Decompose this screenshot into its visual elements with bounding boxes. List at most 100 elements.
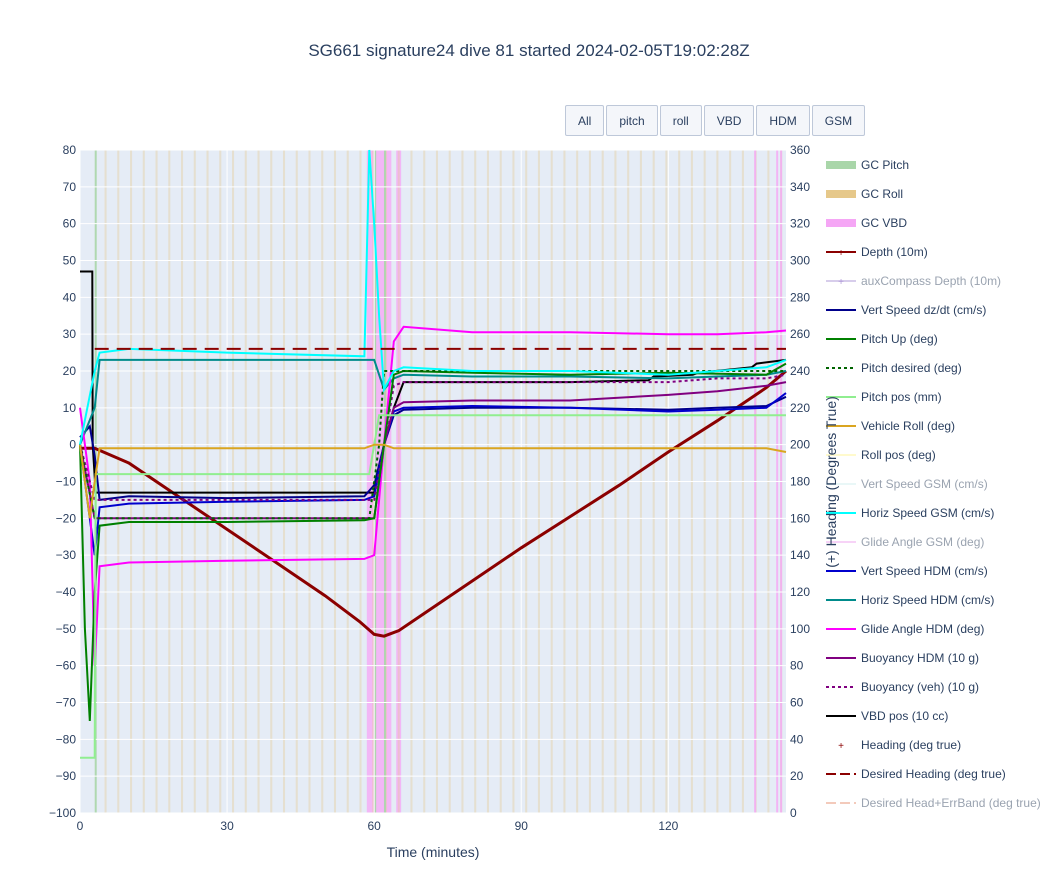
y-tick-label: −80: [56, 732, 77, 746]
y-tick-label: 60: [63, 217, 77, 231]
y-tick-label: −50: [56, 622, 77, 636]
legend-label: Vehicle Roll (deg): [861, 419, 955, 433]
legend-item: Vert Speed GSM (cm/s): [826, 477, 988, 491]
y-tick-label: 50: [63, 254, 77, 268]
legend-label: Buoyancy (veh) (10 g): [861, 680, 979, 694]
x-tick-label: 90: [515, 819, 529, 833]
y2-tick-label: 220: [790, 401, 810, 415]
y2-tick-label: 120: [790, 585, 810, 599]
y2-tick-label: 60: [790, 696, 804, 710]
legend-label: GC Roll: [861, 187, 903, 201]
legend-item: Desired Heading (deg true): [826, 767, 1006, 781]
y2-tick-label: 260: [790, 327, 810, 341]
legend-label: Vert Speed dz/dt (cm/s): [861, 303, 986, 317]
y-tick-label: −30: [56, 548, 77, 562]
y2-tick-label: 300: [790, 254, 810, 268]
legend-item: + Heading (deg true): [838, 738, 961, 752]
legend-label: Pitch pos (mm): [861, 390, 942, 404]
button-all[interactable]: All: [565, 105, 605, 136]
legend-label: Heading (deg true): [861, 738, 961, 752]
x-axis-label: Time (minutes): [387, 844, 480, 860]
y2-tick-label: 0: [790, 806, 797, 820]
button-gsm[interactable]: GSM: [811, 105, 866, 136]
legend-marker: +: [838, 277, 844, 288]
y2-tick-label: 180: [790, 475, 810, 489]
legend-label: Desired Heading (deg true): [861, 767, 1006, 781]
y-tick-label: −10: [56, 475, 77, 489]
y-tick-label: 40: [63, 290, 77, 304]
legend-swatch: +: [838, 741, 844, 752]
button-vbd[interactable]: VBD: [703, 105, 755, 136]
y2-tick-label: 240: [790, 364, 810, 378]
y-tick-label: 0: [69, 438, 76, 452]
legend-item: Pitch Up (deg): [826, 332, 938, 346]
button-roll[interactable]: roll: [659, 105, 702, 136]
legend-label: Vert Speed HDM (cm/s): [861, 564, 988, 578]
x-tick-label: 0: [77, 819, 84, 833]
legend-label: Horiz Speed GSM (cm/s): [861, 506, 994, 520]
y2-tick-label: 320: [790, 217, 810, 231]
legend-item: VBD pos (10 cc): [826, 709, 948, 723]
legend-item: Horiz Speed GSM (cm/s): [826, 506, 994, 520]
series-pitch-desired-deg: [79, 370, 786, 520]
button-group: All pitch roll VBD HDM GSM: [565, 105, 867, 136]
y-tick-label: 80: [63, 143, 77, 157]
y2-tick-label: 100: [790, 622, 810, 636]
legend-item: Vert Speed HDM (cm/s): [826, 564, 988, 578]
legend-item: Glide Angle HDM (deg): [826, 622, 984, 636]
legend-label: Buoyancy HDM (10 g): [861, 651, 979, 665]
y-tick-label: −100: [49, 806, 76, 820]
legend-label: GC Pitch: [861, 158, 909, 172]
y-tick-label: −70: [56, 696, 77, 710]
legend-item: + Depth (10m): [826, 245, 928, 259]
legend-item: Pitch desired (deg): [826, 361, 962, 375]
y-tick-label: 30: [63, 327, 77, 341]
series-buoyancy-hdm-10-g: [79, 381, 787, 520]
legend: GC Pitch GC Roll GC VBD + Depth (10m) + auxCom…: [826, 158, 1041, 810]
y-tick-label: −40: [56, 585, 77, 599]
legend-label: Vert Speed GSM (cm/s): [861, 477, 988, 491]
y-tick-label: −60: [56, 659, 77, 673]
y-tick-label: 70: [63, 180, 77, 194]
legend-item: Pitch pos (mm): [826, 390, 942, 404]
legend-item: + auxCompass Depth (10m): [826, 274, 1001, 288]
legend-label: Roll pos (deg): [861, 448, 936, 462]
x-tick-label: 120: [658, 819, 678, 833]
axes-group: −100−90−80−70−60−50−40−30−20−10010203040…: [49, 143, 810, 833]
legend-item: Horiz Speed HDM (cm/s): [826, 593, 994, 607]
legend-label: Pitch desired (deg): [861, 361, 962, 375]
y2-tick-label: 340: [790, 180, 810, 194]
y2-tick-label: 160: [790, 511, 810, 525]
legend-item: GC Roll: [826, 187, 903, 201]
y-tick-label: −90: [56, 769, 77, 783]
y2-tick-label: 140: [790, 548, 810, 562]
series-pitch-pos-mm: [80, 414, 786, 759]
y2-tick-label: 200: [790, 438, 810, 452]
y-tick-label: −20: [56, 511, 77, 525]
legend-label: Horiz Speed HDM (cm/s): [861, 593, 994, 607]
legend-label: Glide Angle HDM (deg): [861, 622, 984, 636]
legend-item: Vert Speed dz/dt (cm/s): [826, 303, 986, 317]
y2-tick-label: 280: [790, 290, 810, 304]
legend-label: Pitch Up (deg): [861, 332, 938, 346]
y2-axis-label: (+) Heading (Degrees True): [823, 396, 839, 568]
series-vehicle-roll-deg: [79, 443, 787, 519]
y2-tick-label: 40: [790, 732, 804, 746]
legend-label: Depth (10m): [861, 245, 928, 259]
y2-tick-label: 360: [790, 143, 810, 157]
legend-label: VBD pos (10 cc): [861, 709, 948, 723]
legend-item: Glide Angle GSM (deg): [826, 535, 984, 549]
button-hdm[interactable]: HDM: [756, 105, 810, 136]
y2-tick-label: 20: [790, 769, 804, 783]
button-pitch[interactable]: pitch: [606, 105, 658, 136]
legend-swatch: [826, 190, 856, 198]
legend-item: Buoyancy (veh) (10 g): [826, 680, 979, 694]
legend-item: GC VBD: [826, 216, 907, 230]
legend-label: GC VBD: [861, 216, 907, 230]
y2-tick-label: 80: [790, 659, 804, 673]
legend-label: Desired Head+ErrBand (deg true): [861, 796, 1041, 810]
legend-label: Glide Angle GSM (deg): [861, 535, 984, 549]
legend-marker: +: [838, 248, 844, 259]
legend-item: Desired Head+ErrBand (deg true): [826, 796, 1041, 810]
